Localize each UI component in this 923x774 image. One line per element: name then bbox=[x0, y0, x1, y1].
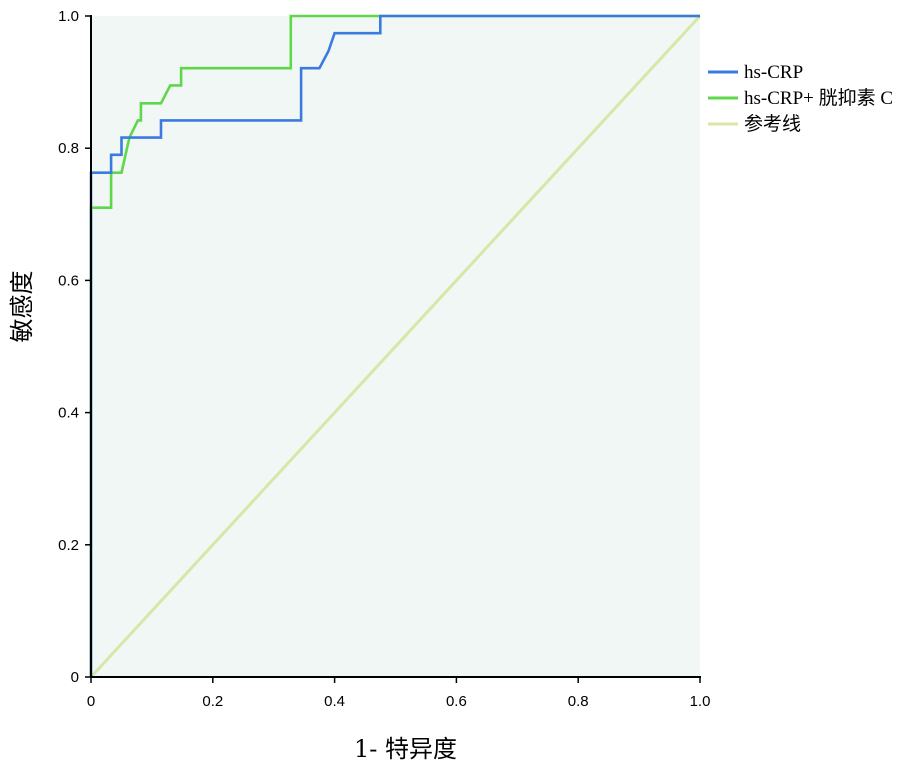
x-tick-label: 0.6 bbox=[446, 693, 467, 710]
x-tick-label: 0 bbox=[87, 693, 95, 710]
x-tick-label: 0.2 bbox=[202, 693, 223, 710]
y-tick-label: 0.2 bbox=[58, 537, 79, 554]
y-tick-label: 0 bbox=[71, 669, 79, 686]
x-axis-ticks: 0 0.2 0.4 0.6 0.8 1.0 bbox=[87, 677, 711, 710]
x-tick-label: 0.8 bbox=[568, 693, 589, 710]
y-tick-label: 0.8 bbox=[58, 140, 79, 157]
series-line-1 bbox=[89, 14, 700, 677]
x-axis-title: 1- 特异度 bbox=[354, 735, 457, 763]
x-tick-label: 0.4 bbox=[324, 693, 345, 710]
y-axis-title: 敏感度 bbox=[8, 271, 36, 343]
series-layer bbox=[89, 14, 702, 679]
y-tick-label: 1.0 bbox=[58, 8, 79, 25]
legend-label: hs-CRP+ 胱抑素 C bbox=[744, 87, 893, 109]
series-line-2 bbox=[89, 14, 702, 679]
legend-label: 参考线 bbox=[744, 113, 801, 135]
legend-label: hs-CRP bbox=[744, 62, 803, 83]
x-tick-label: 1.0 bbox=[690, 693, 711, 710]
y-axis-ticks: 0 0.2 0.4 0.6 0.8 1.0 bbox=[58, 8, 91, 686]
series-line-0 bbox=[89, 14, 700, 677]
y-tick-label: 0.4 bbox=[58, 405, 79, 422]
y-tick-label: 0.6 bbox=[58, 272, 79, 289]
axes bbox=[90, 15, 701, 678]
legend: hs-CRP hs-CRP+ 胱抑素 C 参考线 bbox=[708, 62, 893, 135]
